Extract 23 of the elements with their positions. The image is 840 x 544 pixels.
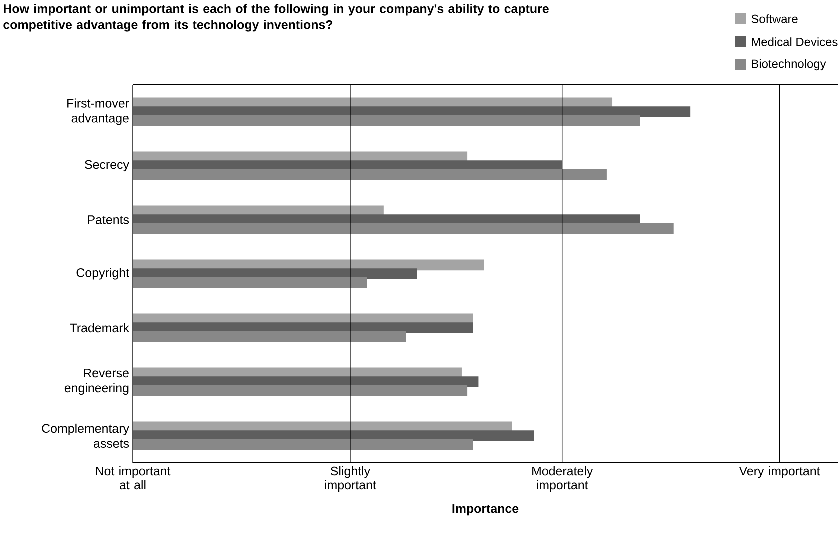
y-tick-label: Reverse engineering xyxy=(64,368,129,396)
bar xyxy=(133,169,607,180)
x-axis-title: Importance xyxy=(452,504,519,516)
y-tick-label: Trademark xyxy=(70,323,130,333)
ref-line-label: Slightly important xyxy=(325,466,376,492)
y-tick-label: Complementary assets xyxy=(42,424,130,448)
ref-line-label: Not important at all xyxy=(96,466,171,490)
ref-line-label: Very important xyxy=(739,466,820,478)
y-tick-label: Patents xyxy=(88,216,130,224)
y-tick-label: Copyright xyxy=(76,268,130,280)
ref-line-label: Moderately important xyxy=(532,466,594,492)
bar xyxy=(133,385,468,396)
bar xyxy=(133,223,674,234)
legend-label: Software xyxy=(752,14,798,24)
bar xyxy=(133,331,406,342)
bar xyxy=(133,277,368,288)
chart-title: How important or unimportant is each of the following in your company's ability to capture competitive advantage from its technology inventions? xyxy=(4,4,549,32)
legend-label: Biotechnology xyxy=(752,59,826,71)
y-tick-label: First-mover advantage xyxy=(68,98,130,126)
bar xyxy=(133,439,474,450)
legend-label: Medical Devices xyxy=(752,38,838,46)
bar xyxy=(133,115,640,126)
y-tick-label: Secrecy xyxy=(85,160,130,172)
